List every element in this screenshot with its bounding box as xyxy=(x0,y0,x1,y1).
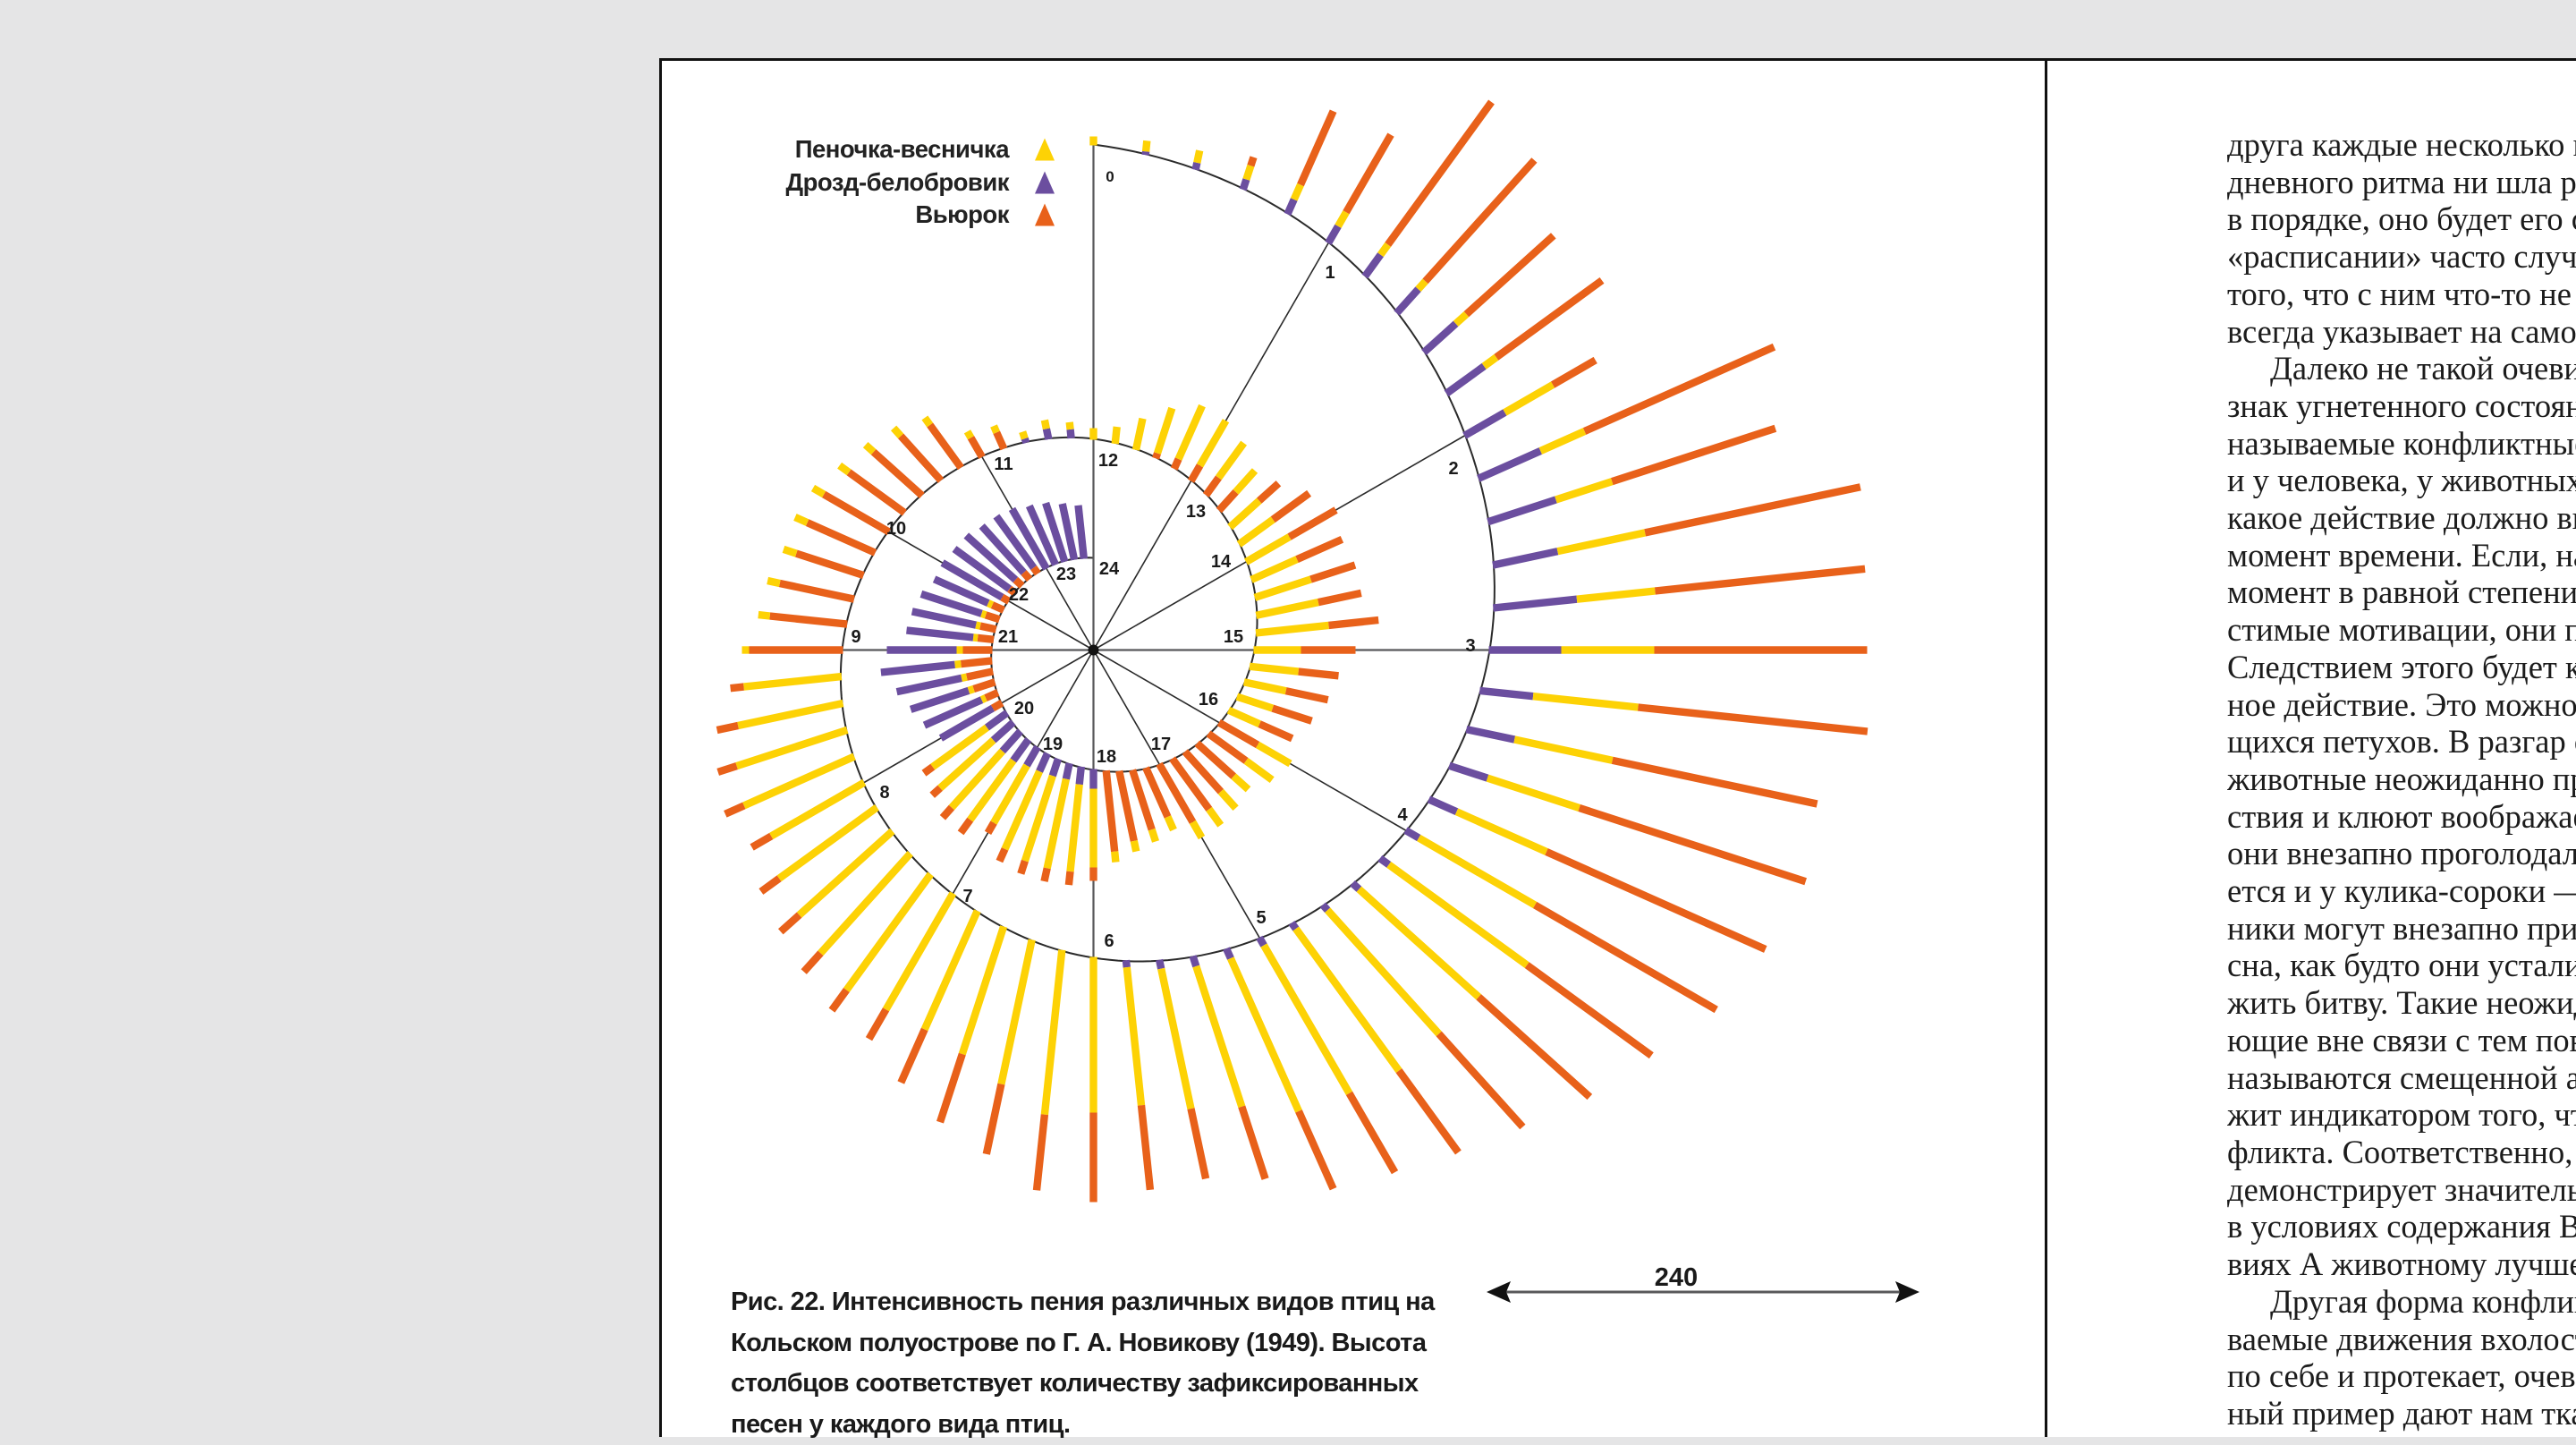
svg-text:8: 8 xyxy=(879,783,889,803)
svg-text:0: 0 xyxy=(1106,168,1114,185)
svg-text:12: 12 xyxy=(1098,451,1118,471)
svg-text:13: 13 xyxy=(1186,502,1206,522)
svg-text:15: 15 xyxy=(1224,627,1243,647)
svg-text:11: 11 xyxy=(994,455,1013,474)
svg-text:17: 17 xyxy=(1151,735,1171,754)
svg-text:14: 14 xyxy=(1211,552,1232,572)
svg-text:21: 21 xyxy=(998,627,1018,647)
svg-text:19: 19 xyxy=(1043,735,1063,754)
svg-text:6: 6 xyxy=(1104,931,1114,951)
svg-text:2: 2 xyxy=(1448,459,1458,479)
svg-text:16: 16 xyxy=(1199,690,1218,710)
svg-text:18: 18 xyxy=(1097,747,1116,767)
svg-text:240: 240 xyxy=(1655,1263,1698,1292)
svg-text:7: 7 xyxy=(962,887,972,906)
svg-text:3: 3 xyxy=(1465,636,1475,656)
svg-text:9: 9 xyxy=(851,627,860,647)
svg-text:1: 1 xyxy=(1325,263,1335,283)
svg-text:20: 20 xyxy=(1014,699,1034,718)
svg-text:10: 10 xyxy=(886,519,906,539)
svg-text:22: 22 xyxy=(1009,585,1029,605)
svg-text:24: 24 xyxy=(1099,559,1120,579)
svg-text:23: 23 xyxy=(1056,565,1076,584)
svg-text:5: 5 xyxy=(1256,908,1266,928)
svg-text:4: 4 xyxy=(1397,805,1408,825)
